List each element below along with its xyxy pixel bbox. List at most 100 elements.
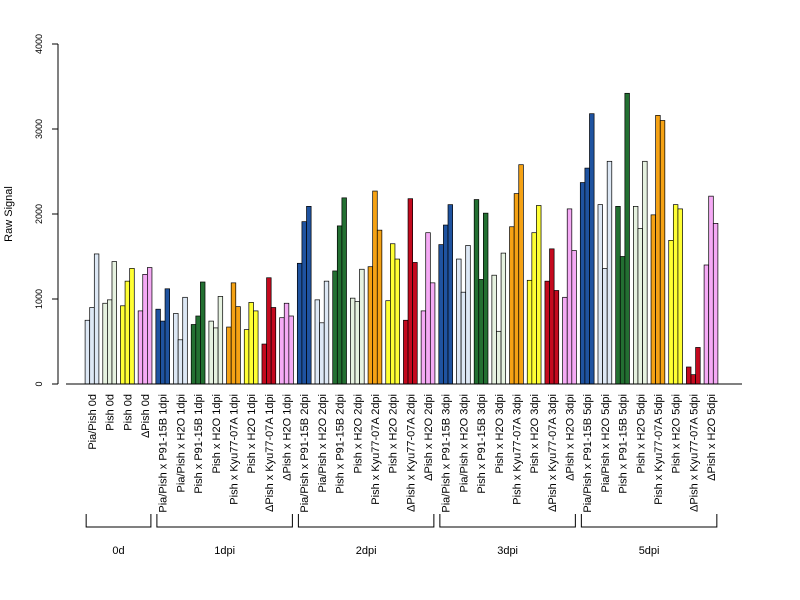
bar	[633, 206, 639, 385]
bar	[509, 226, 515, 385]
bar	[677, 208, 683, 385]
bar	[438, 244, 444, 385]
bar	[615, 206, 621, 385]
x-tick-label: ΔPish x H2O 5dpi	[706, 394, 718, 481]
group-bracket	[156, 514, 293, 528]
group-label: 3dpi	[497, 545, 518, 557]
bar	[367, 266, 374, 385]
bar	[637, 228, 643, 385]
bar	[659, 120, 666, 385]
group-bracket	[297, 514, 435, 528]
group-label: 1dpi	[214, 545, 235, 557]
bar	[394, 258, 400, 385]
bar	[619, 256, 626, 385]
x-tick-label: Pish x H2O 2dpi	[388, 394, 400, 473]
bar	[248, 302, 254, 385]
x-tick-label: Pia/Pish x H2O 1dpi	[175, 394, 187, 492]
bar	[124, 280, 131, 385]
bar	[443, 224, 449, 385]
x-tick-label: Pish x Kyu77-07A 3dpi	[511, 394, 523, 505]
bar	[544, 280, 550, 385]
x-tick-label: Pia/Pish 0d	[87, 394, 99, 450]
bar	[354, 301, 360, 385]
bar	[372, 190, 378, 385]
x-tick-label: Pish x H2O 3dpi	[494, 394, 506, 473]
bar	[708, 195, 714, 385]
bar	[319, 322, 325, 385]
bar	[496, 330, 502, 385]
y-axis: 0 1000 2000 3000 4000	[34, 34, 59, 387]
bar	[655, 115, 661, 385]
bar	[182, 296, 188, 385]
bar	[350, 297, 356, 385]
bar	[336, 225, 343, 385]
x-tick-label: Pish x P91-15B 1dpi	[193, 394, 205, 494]
x-tick-label: Pish x H2O 2dpi	[352, 394, 364, 473]
bar	[650, 214, 656, 385]
bar	[288, 315, 294, 385]
bar	[120, 305, 126, 385]
bar	[84, 319, 91, 385]
bar	[584, 167, 590, 385]
x-tick-label: Pish 0d	[105, 394, 117, 431]
bar	[385, 300, 391, 385]
y-tick-label: 3000	[34, 119, 44, 139]
y-tick-label: 0	[34, 381, 44, 386]
x-tick-label: ΔPish x H2O 3dpi	[565, 394, 577, 481]
y-axis-label: Raw Signal	[3, 186, 15, 242]
bar	[597, 204, 603, 385]
bar	[173, 313, 179, 385]
x-tick-label: Pish x P91-15B 2dpi	[335, 394, 347, 494]
bar	[200, 281, 206, 385]
bar	[279, 317, 285, 385]
y-tick-label: 2000	[34, 204, 44, 224]
bar	[412, 262, 418, 385]
x-tick-label: Pish x H2O 1dpi	[211, 394, 223, 473]
bar	[483, 212, 489, 385]
bar	[695, 347, 701, 385]
x-tick-label: ΔPish 0d	[140, 394, 152, 438]
bar	[164, 288, 170, 385]
bar	[403, 319, 409, 385]
y-tick-label: 1000	[34, 289, 44, 309]
x-tick-label: Pish x H2O 5dpi	[671, 394, 683, 473]
x-tick-label: ΔPish x H2O 1dpi	[282, 394, 294, 481]
bar	[473, 199, 480, 385]
bar	[129, 268, 135, 385]
bar	[566, 208, 573, 385]
bar	[602, 268, 608, 385]
bar	[589, 113, 595, 385]
x-tick-label: Pia/Pish x H2O 2dpi	[317, 394, 329, 492]
group-bracket	[580, 514, 718, 528]
bar	[270, 307, 277, 385]
bar	[425, 232, 431, 385]
bar	[672, 204, 679, 385]
group-label: 2dpi	[356, 545, 377, 557]
bar	[703, 264, 710, 385]
bar	[111, 261, 117, 385]
group-bracket	[85, 514, 152, 528]
bar	[407, 198, 413, 385]
bar	[513, 193, 520, 385]
bar	[261, 343, 267, 385]
bar	[93, 253, 100, 385]
bar	[526, 279, 533, 385]
x-tick-label: Pia/Pish x H2O 3dpi	[458, 394, 470, 492]
x-tick-label: ΔPish x Kyu77-07A 3dpi	[547, 394, 559, 512]
bar	[226, 326, 232, 385]
bar	[460, 291, 467, 385]
bar	[301, 221, 307, 385]
x-tick-label: Pish x P91-15B 3dpi	[476, 394, 488, 494]
bar	[213, 327, 219, 385]
bar	[668, 240, 674, 385]
x-tick-label: Pia/Pish x P91-15B 5dpi	[582, 394, 594, 513]
bar	[536, 205, 542, 385]
x-tick-label: Pish x P91-15B 5dpi	[618, 394, 630, 494]
y-tick-label: 4000	[34, 34, 44, 54]
bar	[230, 282, 237, 385]
bar	[518, 164, 524, 385]
bar	[195, 315, 201, 385]
group-label: 0d	[112, 545, 124, 557]
bar	[208, 320, 214, 385]
bar	[190, 324, 197, 385]
